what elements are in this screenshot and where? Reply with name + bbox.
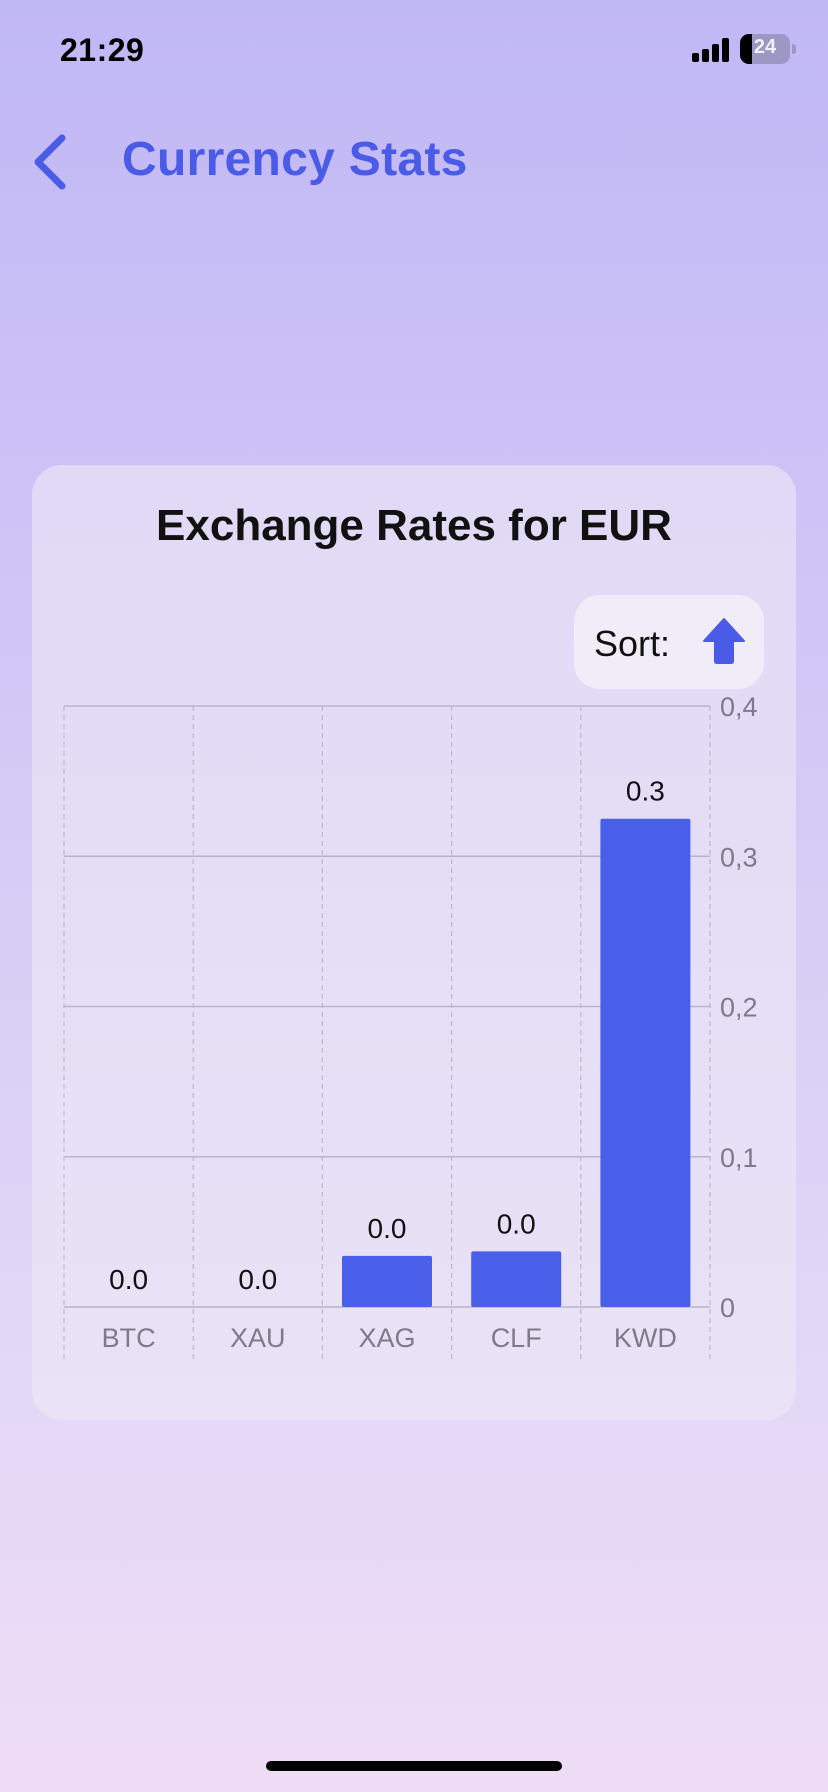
- bar-value-label: 0.3: [626, 776, 665, 807]
- signal-icon: [692, 38, 732, 62]
- y-tick-label: 0,1: [720, 1143, 758, 1173]
- battery-tip: [792, 44, 796, 54]
- y-tick-label: 0: [720, 1293, 735, 1323]
- sort-label: Sort:: [594, 623, 671, 664]
- x-tick-label: KWD: [614, 1323, 677, 1353]
- back-button[interactable]: [28, 130, 78, 190]
- x-tick-label: CLF: [491, 1323, 542, 1353]
- bar-chart: 0 0,1 0,2 0,3 0,4 0.0 BTC 0.0 XAU 0.0 XAG 0.0 CLF 0.3…: [63, 692, 758, 1360]
- y-tick-label: 0,2: [720, 993, 758, 1023]
- x-tick-label: XAU: [230, 1323, 286, 1353]
- sort-button[interactable]: Sort:: [574, 595, 764, 689]
- bar: [342, 1255, 432, 1307]
- bar-value-label: 0.0: [109, 1264, 148, 1295]
- home-indicator: [266, 1761, 562, 1771]
- status-time: 21:29: [60, 32, 145, 68]
- battery-icon: 24: [740, 34, 790, 64]
- arrow-up-icon: [703, 618, 745, 664]
- bar-value-label: 0.0: [368, 1213, 407, 1244]
- bar: [471, 1251, 562, 1307]
- battery-level: 24: [753, 36, 777, 58]
- bar: [600, 818, 691, 1307]
- chevron-left-icon: [34, 134, 66, 190]
- x-tick-label: XAG: [358, 1323, 415, 1353]
- y-tick-label: 0,4: [720, 692, 758, 722]
- page-title: Currency Stats: [122, 133, 468, 186]
- chart-title: Exchange Rates for EUR: [156, 501, 672, 550]
- y-tick-label: 0,3: [720, 842, 758, 872]
- bar-value-label: 0.0: [238, 1264, 277, 1295]
- bar-value-label: 0.0: [497, 1208, 536, 1239]
- chart-card: Exchange Rates for EUR Sort: 0 0,1 0,2 0,3 0…: [32, 465, 796, 1420]
- status-bar: 21:29 24: [0, 0, 828, 100]
- x-tick-label: BTC: [102, 1323, 156, 1353]
